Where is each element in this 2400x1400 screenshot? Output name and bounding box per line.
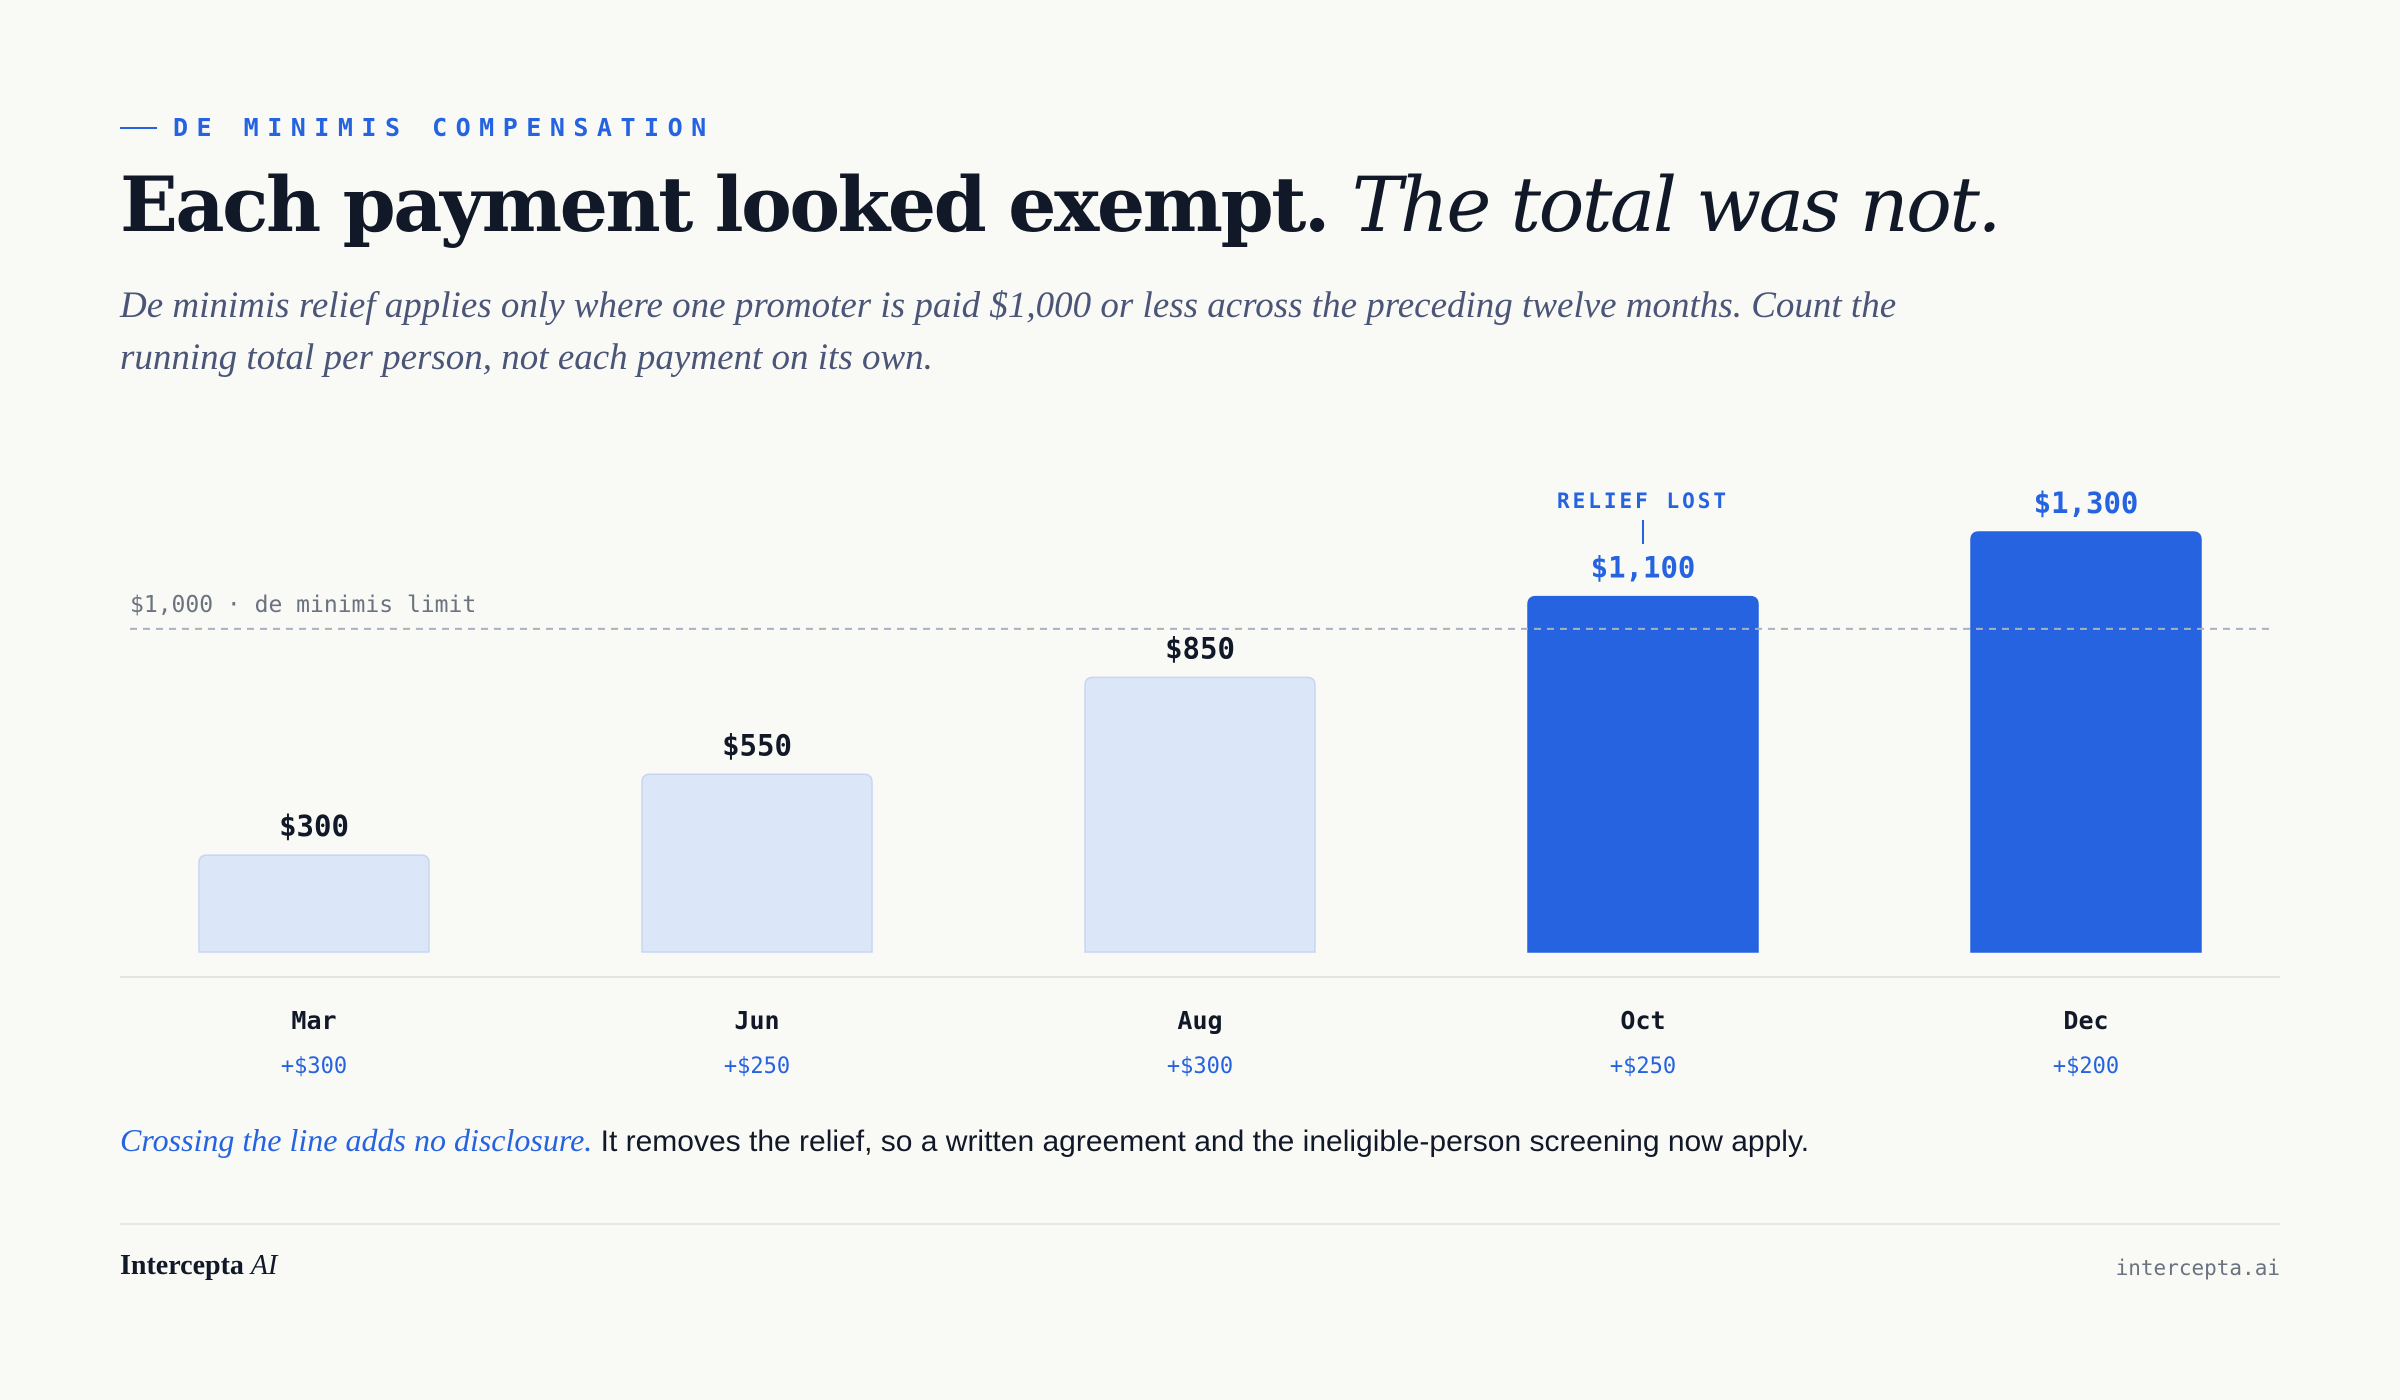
brand-name: Intercepta [120,1250,244,1281]
brand-suffix: AI [250,1250,278,1281]
eyebrow-text: DE MINIMIS COMPENSATION [173,113,715,142]
increment-label-oct: +$250 [1610,1054,1676,1079]
x-tick-label-dec: Dec [2063,1006,2108,1035]
bar-value-label-aug: $850 [1165,631,1235,665]
site-url[interactable]: intercepta.ai [2115,1256,2280,1280]
page-title: Each payment looked exempt. The total wa… [120,160,2002,249]
title-main: Each payment looked exempt. [120,160,1330,249]
bar-chart: $300 Mar +$300 $550 Jun +$250 $850 Aug +$300 $1,1… [120,486,2280,1079]
footnote-lead: Crossing the line adds no disclosure. [120,1122,593,1158]
threshold-label: $1,000 · de minimis limit [130,592,477,618]
x-tick-label-mar: Mar [291,1006,336,1035]
eyebrow: DE MINIMIS COMPENSATION [120,113,715,142]
bar-value-label-jun: $550 [722,728,792,762]
x-tick-label-jun: Jun [734,1006,779,1035]
footnote-body: It removes the relief, so a written agre… [592,1125,1810,1158]
bar-value-label-dec: $1,300 [2034,486,2139,520]
bar-jun [641,773,873,953]
increment-label-dec: +$200 [2053,1054,2119,1079]
brand-logo: Intercepta AI [120,1250,277,1282]
bar-mar [198,854,430,953]
x-tick-label-oct: Oct [1620,1006,1665,1035]
title-emphasis: The total was not. [1351,160,2002,249]
bar-aug [1084,676,1316,953]
page-subtitle: De minimis relief applies only where one… [120,285,1897,378]
x-tick-label-aug: Aug [1177,1006,1222,1035]
annotation-relief-lost: RELIEF LOST [1557,489,1729,513]
footer-divider [120,1223,2280,1225]
bar-value-label-oct: $1,100 [1591,551,1696,585]
increment-label-aug: +$300 [1167,1054,1233,1079]
bar-oct [1527,595,1759,953]
increment-label-jun: +$250 [724,1054,790,1079]
bar-value-label-mar: $300 [279,809,349,843]
increment-label-mar: +$300 [281,1054,347,1079]
eyebrow-rule [120,126,157,129]
bar-dec [1970,531,2202,953]
footnote: Crossing the line adds no disclosure. It… [120,1122,1809,1159]
